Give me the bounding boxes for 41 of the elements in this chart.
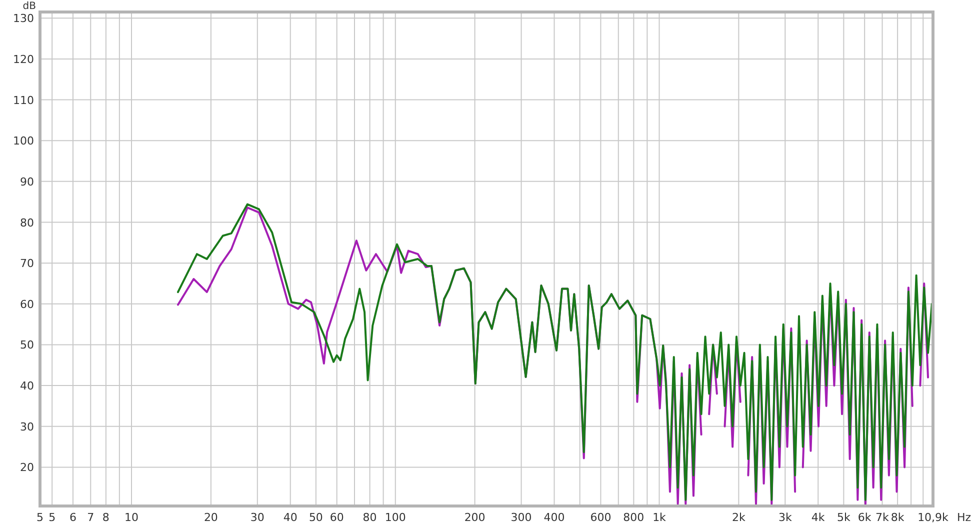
y-tick-label: 40: [20, 380, 34, 393]
y-tick-label: 20: [20, 461, 34, 474]
x-tick-label: 8: [102, 511, 110, 524]
x-tick-label: 60: [330, 511, 344, 524]
y-tick-label: 60: [20, 298, 34, 311]
x-tick-label: 4k: [811, 511, 826, 524]
x-tick-label: 50: [308, 511, 323, 524]
x-tick-label: 300: [510, 511, 532, 524]
x-tick-label: 3k: [778, 511, 792, 524]
x-tick-label: 6k: [858, 511, 872, 524]
y-tick-label: 130: [13, 12, 34, 26]
x-tick-label: 10,9k: [918, 511, 950, 524]
x-tick-label: 5: [36, 511, 44, 524]
y-tick-label: 90: [20, 175, 34, 188]
y-tick-label: 80: [20, 216, 34, 230]
x-tick-label: 7: [87, 511, 94, 524]
y-tick-label: 100: [13, 134, 34, 148]
x-tick-label: 2k: [732, 511, 746, 524]
x-tick-label: 400: [544, 511, 565, 524]
x-tick-label: 600: [590, 511, 612, 524]
x-tick-label: 80: [362, 511, 377, 524]
y-tick-label: 110: [13, 94, 34, 107]
x-tick-label: 8k: [890, 511, 905, 524]
x-tick-label: 1k: [652, 511, 667, 524]
x-tick-label: 6: [69, 511, 76, 524]
y-axis-title: dB: [22, 1, 36, 12]
x-axis-title: Hz: [956, 511, 972, 524]
y-tick-label: 50: [20, 338, 34, 352]
y-tick-label: 30: [20, 420, 34, 434]
x-tick-label: 10: [124, 511, 139, 524]
x-tick-label: 800: [623, 511, 644, 524]
x-tick-label: 7k: [876, 511, 890, 524]
x-tick-label: 40: [283, 511, 298, 524]
x-tick-label: 20: [204, 511, 218, 524]
x-tick-label: 100: [384, 511, 406, 524]
y-tick-label: 120: [13, 52, 34, 66]
y-tick-label: 70: [20, 257, 34, 270]
x-tick-label: 200: [464, 511, 486, 524]
x-tick-label: 30: [250, 511, 264, 524]
x-tick-label: 5: [48, 511, 56, 524]
x-tick-label: 5k: [837, 511, 851, 524]
